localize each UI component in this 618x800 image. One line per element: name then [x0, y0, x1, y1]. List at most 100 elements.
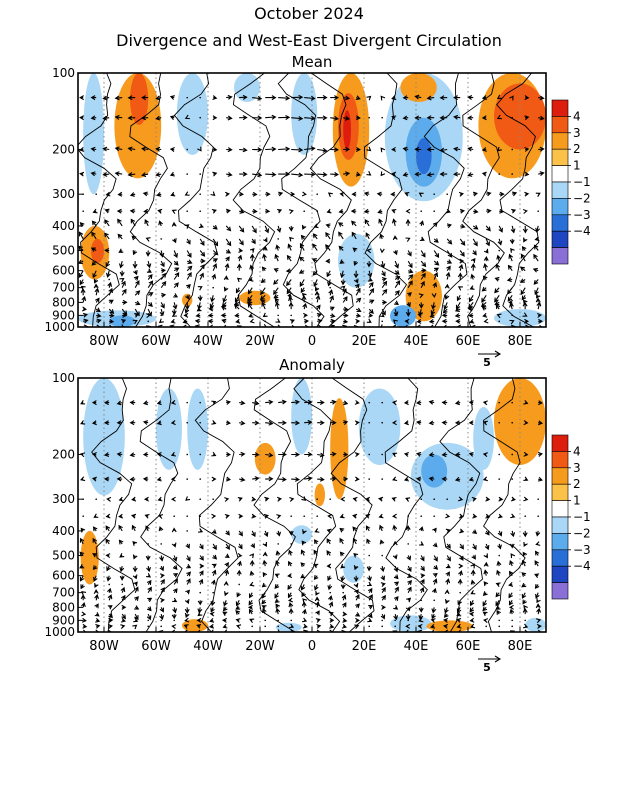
wind-vector — [454, 307, 461, 312]
wind-vector — [379, 539, 385, 545]
wind-vector — [106, 575, 112, 582]
wind-vector — [533, 244, 539, 251]
wind-vector — [534, 584, 540, 589]
wind-vector — [224, 513, 230, 519]
wind-vector — [184, 302, 190, 311]
wind-vector — [467, 115, 474, 121]
wind-vector — [185, 496, 191, 501]
wind-vector — [355, 603, 360, 609]
wind-vector — [368, 554, 371, 557]
wind-vector — [417, 313, 423, 318]
wind-vector — [429, 313, 435, 318]
wind-vector — [353, 575, 359, 582]
wind-vector — [160, 587, 165, 594]
wind-vector — [251, 513, 257, 519]
wind-vector — [353, 260, 359, 267]
wind-vector — [381, 586, 386, 593]
wind-vector — [482, 476, 488, 482]
wind-vector — [226, 452, 231, 457]
wind-vector — [523, 420, 529, 426]
wind-vector — [199, 555, 204, 561]
wind-vector — [538, 146, 545, 152]
wind-vector — [485, 513, 491, 519]
wind-vector — [498, 173, 501, 175]
wind-vector — [420, 555, 425, 562]
divergence-region — [156, 388, 182, 470]
wind-vector — [366, 566, 372, 572]
wind-vector — [460, 223, 466, 229]
wind-vector — [129, 208, 136, 214]
wind-vector — [299, 279, 305, 287]
wind-vector — [249, 553, 255, 559]
wind-vector — [144, 513, 150, 519]
wind-vector — [278, 146, 291, 152]
wind-vector — [160, 314, 162, 317]
wind-vector — [523, 604, 528, 610]
plot-area — [78, 73, 546, 327]
wind-vector — [79, 564, 85, 569]
wind-vector — [392, 476, 398, 482]
wind-vector — [419, 220, 425, 227]
wind-vector — [419, 236, 425, 242]
wind-vector — [368, 605, 374, 610]
wind-vector — [107, 623, 114, 629]
wind-vector — [95, 618, 101, 623]
divergence-region — [390, 305, 416, 327]
wind-vector — [507, 287, 513, 295]
wind-vector — [173, 250, 178, 259]
wind-vector — [199, 96, 201, 99]
wind-vector — [404, 318, 410, 324]
contour-line — [423, 73, 468, 327]
wind-vector — [251, 225, 257, 234]
wind-vector — [103, 476, 110, 482]
y-tick-label: 800 — [52, 295, 75, 309]
wind-vector — [247, 302, 253, 310]
wind-vector — [537, 498, 539, 500]
wind-vector — [433, 210, 436, 212]
wind-vector — [236, 569, 242, 576]
wind-vector — [511, 191, 518, 197]
wind-vector — [330, 115, 339, 121]
wind-vector — [147, 619, 149, 622]
wind-vector — [91, 231, 97, 240]
wind-vector — [340, 285, 346, 291]
y-tick-label: 700 — [52, 281, 75, 295]
wind-vector — [446, 259, 453, 264]
wind-vector — [264, 496, 270, 502]
wind-vector — [420, 210, 423, 212]
wind-vector — [90, 247, 97, 252]
wind-vector — [249, 570, 255, 576]
wind-vector — [315, 600, 321, 608]
wind-vector — [511, 421, 513, 424]
wind-vector — [403, 476, 410, 482]
y-tick-label: 600 — [52, 569, 75, 583]
contour-line — [483, 378, 526, 632]
wind-vector — [197, 295, 203, 302]
wind-vector — [109, 313, 115, 318]
wind-vector — [184, 308, 190, 314]
divergence-region — [254, 442, 276, 475]
wind-vector — [507, 264, 513, 272]
wind-vector — [143, 208, 149, 214]
wind-vector — [169, 171, 175, 177]
wind-vector — [472, 191, 478, 197]
wind-vector — [510, 553, 516, 559]
wind-vector — [430, 618, 436, 623]
wind-vector — [197, 286, 203, 291]
wind-vector — [186, 571, 192, 577]
wind-vector — [145, 555, 151, 561]
wind-vector — [392, 524, 398, 532]
wind-vector — [118, 260, 124, 269]
wind-vector — [509, 319, 515, 325]
wind-vector — [325, 223, 331, 229]
wind-vector — [302, 598, 308, 604]
wind-vector — [276, 530, 282, 537]
wind-vector — [171, 542, 177, 548]
wind-vector — [301, 224, 307, 230]
wind-vector — [441, 420, 448, 426]
wind-vector — [275, 560, 280, 567]
contour-line — [129, 73, 173, 327]
wind-vector — [114, 114, 123, 120]
wind-vector — [342, 617, 348, 623]
colorbar-cell — [551, 198, 569, 216]
